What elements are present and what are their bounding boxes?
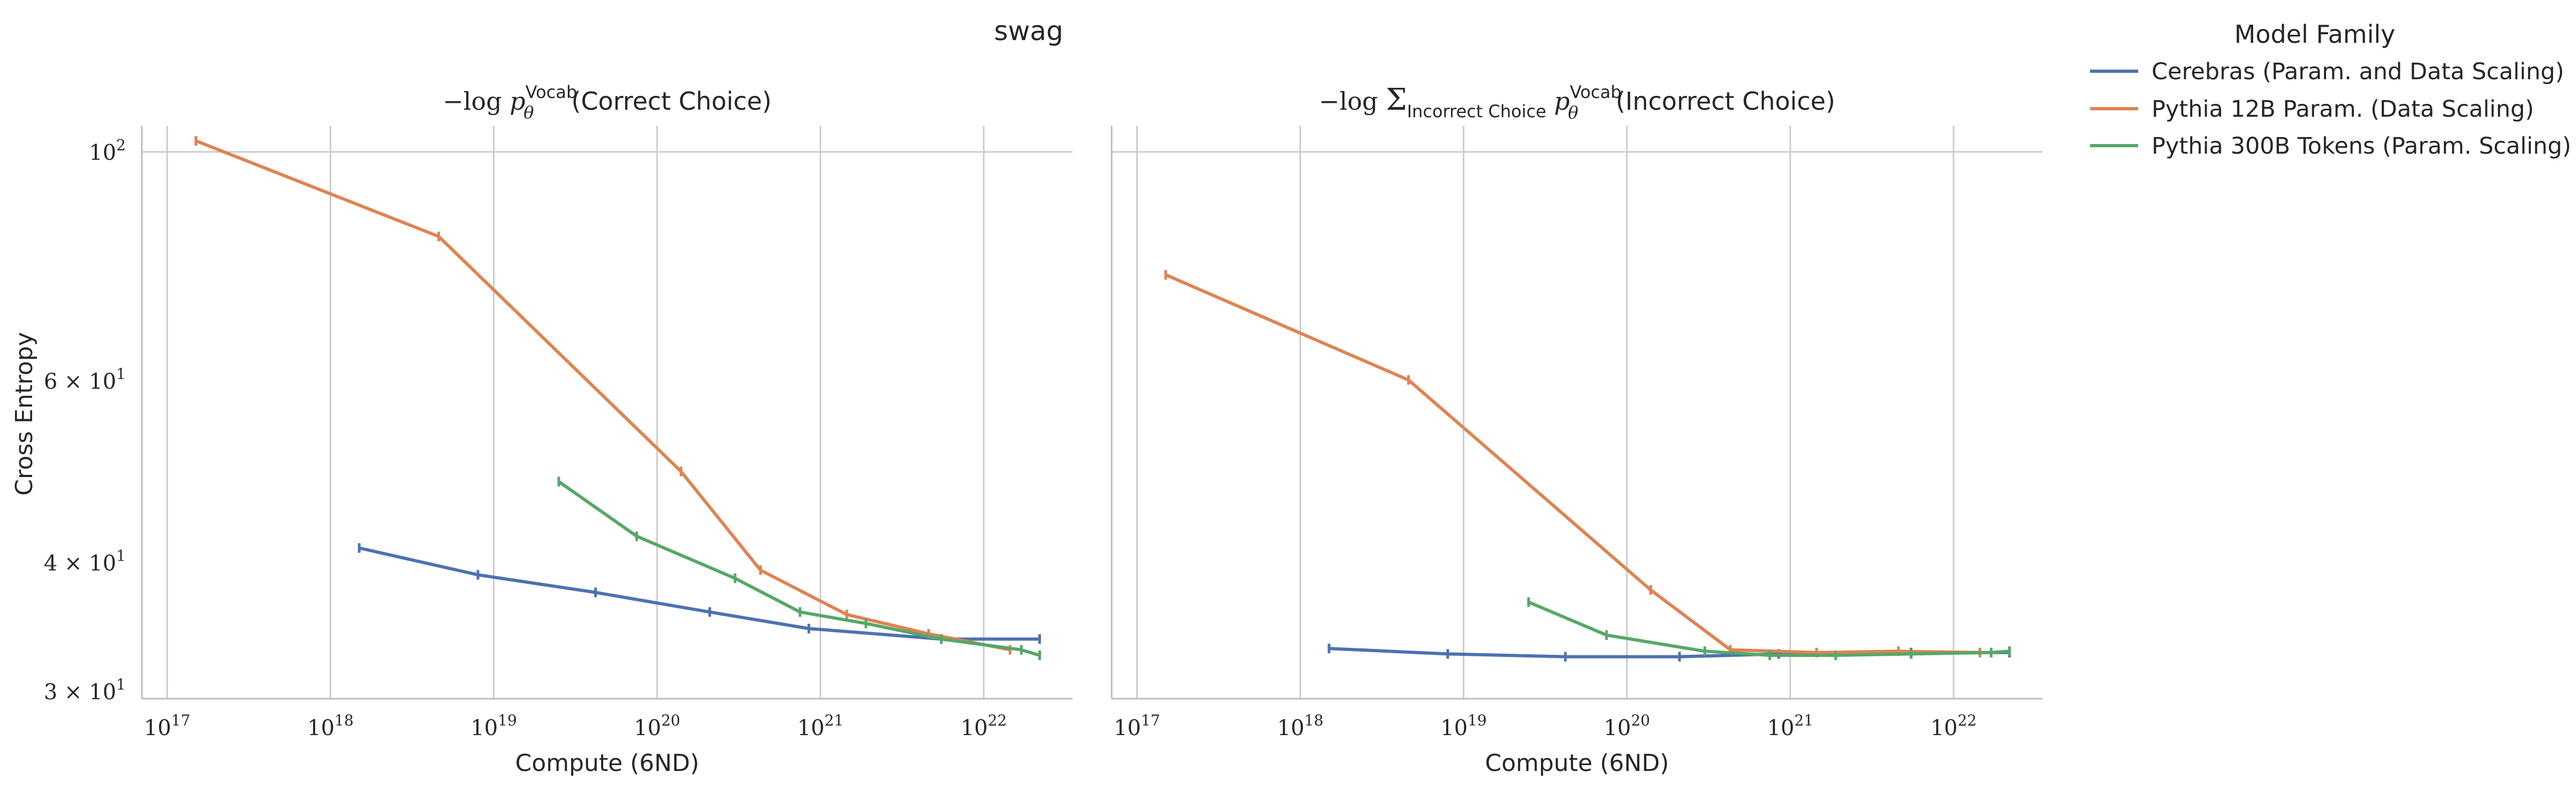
series	[557, 477, 1041, 660]
legend-entry: Pythia 12B Param. (Data Scaling)	[2090, 96, 2534, 123]
series	[1527, 597, 2011, 660]
series	[194, 136, 1012, 655]
legend-label: Pythia 300B Tokens (Param. Scaling)	[2152, 133, 2571, 160]
y-tick-label: 6 × 101	[44, 365, 126, 394]
legend-entry: Cerebras (Param. and Data Scaling)	[2090, 58, 2564, 85]
panel-incorrect-choice: 1017 1018 1019 1020 1021 1022 −log ΣIncorrect …	[1111, 82, 2042, 777]
x-tick-label: 1017	[1114, 712, 1160, 740]
x-tick-label: 1018	[307, 712, 354, 740]
series-line	[558, 480, 1040, 657]
x-tick-label: 1020	[634, 712, 680, 740]
panel-correct-choice: 1017 1018 1019 1020 1021 1022 3 × 101 4 × 101 6 …	[44, 82, 1073, 777]
y-tick-label: 3 × 101	[44, 676, 126, 705]
legend-title: Model Family	[2235, 20, 2396, 49]
series-line	[1528, 600, 2010, 657]
x-tick-label: 1017	[144, 712, 191, 740]
panel-title: −log ΣIncorrect Choice pVocab θ (Incorrect…	[1319, 82, 1835, 123]
series	[358, 543, 1041, 644]
x-tick-label: 1022	[961, 712, 1007, 740]
x-tick-label: 1022	[1931, 712, 1977, 740]
legend-entry: Pythia 300B Tokens (Param. Scaling)	[2090, 133, 2571, 160]
x-axis-label: Compute (6ND)	[515, 750, 700, 777]
x-tick-label: 1019	[1440, 712, 1487, 740]
series-line	[195, 139, 1010, 652]
series	[1164, 270, 1981, 657]
y-tick-label: 4 × 101	[44, 547, 126, 576]
figure-title: swag	[994, 16, 1063, 47]
x-tick-label: 1020	[1604, 712, 1650, 740]
x-axis-label: Compute (6ND)	[1485, 750, 1669, 777]
x-tick-label: 1021	[797, 712, 844, 740]
x-tick-label: 1019	[470, 712, 517, 740]
x-tick-label: 1021	[1767, 712, 1814, 740]
y-axis-label: Cross Entropy	[11, 332, 38, 496]
y-tick-label: 102	[89, 137, 126, 165]
legend-label: Cerebras (Param. and Data Scaling)	[2152, 58, 2564, 85]
panel-title: −log pVocab θ (Correct Choice)	[443, 82, 771, 123]
series-line	[1165, 273, 1980, 654]
x-tick-label: 1018	[1277, 712, 1324, 740]
legend: Model Family Cerebras (Param. and Data S…	[2090, 20, 2571, 160]
legend-label: Pythia 12B Param. (Data Scaling)	[2152, 96, 2534, 123]
